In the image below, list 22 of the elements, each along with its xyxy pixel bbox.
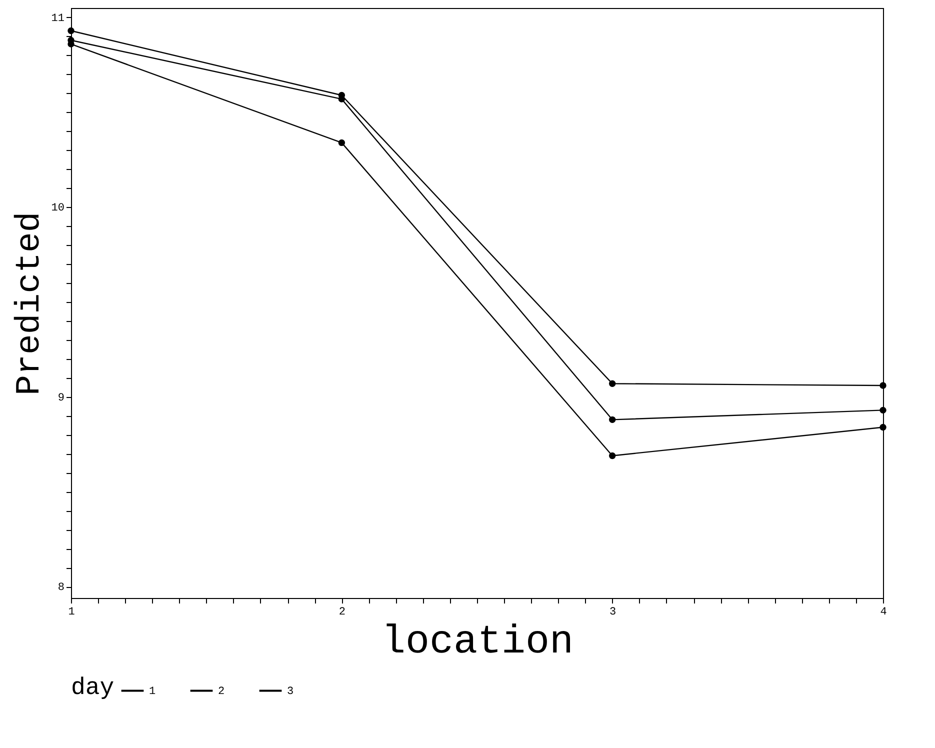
x-axis-title: location [381, 620, 574, 666]
legend-label: 2 [218, 686, 225, 698]
legend-label: 1 [149, 686, 156, 698]
point [68, 27, 74, 34]
y-tick-label: 8 [58, 582, 64, 594]
x-tick-label: 4 [880, 606, 888, 618]
point [608, 380, 616, 387]
point [608, 452, 616, 460]
y-axis-title: Predicted [11, 212, 50, 396]
y-tick-label: 9 [58, 392, 64, 404]
legend-label: 3 [287, 686, 294, 698]
point [880, 382, 886, 389]
x-tick-label: 1 [68, 606, 76, 618]
point [338, 139, 346, 146]
point [608, 416, 616, 424]
x-tick-label: 3 [610, 606, 616, 618]
point [880, 424, 886, 431]
legend-title: day [71, 675, 114, 702]
y-tick-label: 10 [51, 202, 64, 215]
point [880, 406, 886, 414]
x-tick-label: 2 [338, 606, 346, 618]
y-tick-label: 11 [51, 12, 65, 25]
